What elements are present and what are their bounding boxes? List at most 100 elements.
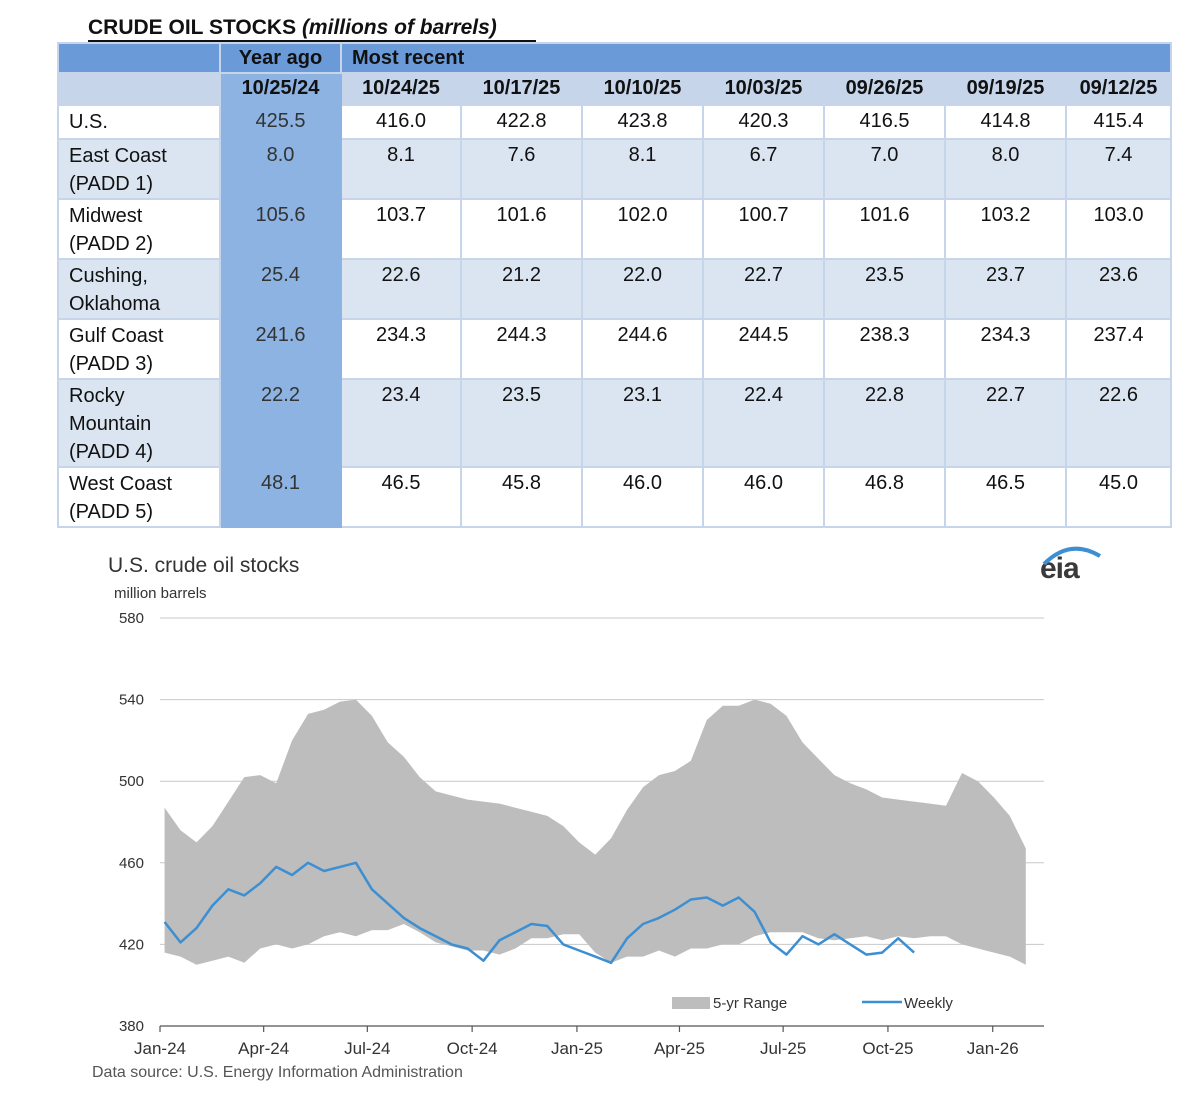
date-header-3: 10/10/25 xyxy=(581,72,704,106)
date-header-2: 10/17/25 xyxy=(460,72,583,106)
row-label: Midwest (PADD 2) xyxy=(57,198,221,260)
table-cell: 238.3 xyxy=(823,318,946,380)
table-cell: 7.6 xyxy=(460,138,583,200)
table-cell: 100.7 xyxy=(702,198,825,260)
table-cell: 103.7 xyxy=(340,198,462,260)
table-cell: 414.8 xyxy=(944,104,1067,140)
table-row: Gulf Coast (PADD 3) 241.6 234.3 244.3 244.6 2… xyxy=(57,318,1172,380)
row-label: U.S. xyxy=(57,104,221,140)
table-cell: 46.0 xyxy=(581,466,704,528)
table-cell: 244.6 xyxy=(581,318,704,380)
table-cell: 46.0 xyxy=(702,466,825,528)
y-tick-label: 460 xyxy=(119,855,144,872)
row-label: East Coast (PADD 1) xyxy=(57,138,221,200)
table-cell: 244.5 xyxy=(702,318,825,380)
table-row: Cushing, Oklahoma 25.4 22.6 21.2 22.0 22.7 23.… xyxy=(57,258,1172,320)
table-row: U.S. 425.5 416.0 422.8 423.8 420.3 416.5 414.8 4… xyxy=(57,104,1172,140)
table-cell: 23.5 xyxy=(823,258,946,320)
table-cell: 23.4 xyxy=(340,378,462,468)
chart-title: U.S. crude oil stocks xyxy=(108,554,300,577)
table-title-underline xyxy=(88,40,536,42)
date-header-0: 10/25/24 xyxy=(219,72,342,106)
x-tick-label: Jan-26 xyxy=(967,1039,1019,1058)
row-label: Gulf Coast (PADD 3) xyxy=(57,318,221,380)
legend-swatch-range xyxy=(672,997,710,1009)
table-row: Rocky Mountain (PADD 4) 22.2 23.4 23.5 23.1 2… xyxy=(57,378,1172,468)
table-cell: 8.1 xyxy=(581,138,704,200)
table-cell: 101.6 xyxy=(823,198,946,260)
five-year-range-area xyxy=(164,699,1026,965)
x-tick-label: Jul-25 xyxy=(760,1039,806,1058)
y-tick-label: 540 xyxy=(119,692,144,709)
table-cell: 237.4 xyxy=(1065,318,1172,380)
date-header-4: 10/03/25 xyxy=(702,72,825,106)
row-label: Cushing, Oklahoma xyxy=(57,258,221,320)
x-tick-label: Jul-24 xyxy=(344,1039,390,1058)
table-title: CRUDE OIL STOCKS (millions of barrels) xyxy=(88,16,497,40)
table-cell: 103.2 xyxy=(944,198,1067,260)
table-cell: 8.0 xyxy=(219,138,342,200)
table-cell: 22.4 xyxy=(702,378,825,468)
table-cell: 22.8 xyxy=(823,378,946,468)
chart-unit-label: million barrels xyxy=(114,585,207,602)
table-cell: 105.6 xyxy=(219,198,342,260)
year-ago-header: Year ago xyxy=(219,42,342,74)
table-cell: 48.1 xyxy=(219,466,342,528)
table-cell: 6.7 xyxy=(702,138,825,200)
table-cell: 420.3 xyxy=(702,104,825,140)
y-tick-label: 420 xyxy=(119,936,144,953)
date-header-5: 09/26/25 xyxy=(823,72,946,106)
eia-logo: eia xyxy=(1040,546,1102,586)
date-header-blank xyxy=(57,72,221,106)
table-cell: 8.1 xyxy=(340,138,462,200)
table-cell: 46.5 xyxy=(340,466,462,528)
group-header-blank xyxy=(57,42,221,74)
legend-label-weekly: Weekly xyxy=(904,995,953,1012)
weekly-stocks-line xyxy=(163,861,915,965)
data-source-note: Data source: U.S. Energy Information Adm… xyxy=(92,1064,463,1081)
table-cell: 46.5 xyxy=(944,466,1067,528)
chart-panel: U.S. crude oil stocks million barrels ei… xyxy=(0,540,1200,1102)
date-header-1: 10/24/25 xyxy=(340,72,462,106)
eia-logo-text: eia xyxy=(1040,552,1080,585)
x-tick-label: Oct-25 xyxy=(862,1039,913,1058)
group-header-row: Year ago Most recent xyxy=(57,42,1172,74)
table-row: East Coast (PADD 1) 8.0 8.1 7.6 8.1 6.7 7.0 8.0… xyxy=(57,138,1172,200)
table-cell: 103.0 xyxy=(1065,198,1172,260)
date-header-row: 10/25/24 10/24/25 10/17/25 10/10/25 10/03/25… xyxy=(57,72,1172,106)
table-cell: 22.2 xyxy=(219,378,342,468)
table-cell: 23.7 xyxy=(944,258,1067,320)
table-cell: 22.7 xyxy=(944,378,1067,468)
table-cell: 241.6 xyxy=(219,318,342,380)
table-cell: 8.0 xyxy=(944,138,1067,200)
date-header-6: 09/19/25 xyxy=(944,72,1067,106)
table-cell: 45.0 xyxy=(1065,466,1172,528)
table-cell: 416.0 xyxy=(340,104,462,140)
table-cell: 23.5 xyxy=(460,378,583,468)
most-recent-header: Most recent xyxy=(340,42,1172,74)
date-header-7: 09/12/25 xyxy=(1065,72,1172,106)
table-cell: 46.8 xyxy=(823,466,946,528)
y-tick-label: 380 xyxy=(119,1018,144,1035)
table-cell: 423.8 xyxy=(581,104,704,140)
table-cell: 244.3 xyxy=(460,318,583,380)
y-tick-label: 500 xyxy=(119,773,144,790)
table-cell: 425.5 xyxy=(219,104,342,140)
table-cell: 7.0 xyxy=(823,138,946,200)
crude-oil-stocks-table: Year ago Most recent 10/25/24 10/24/25 10/… xyxy=(57,42,1172,528)
x-tick-label: Oct-24 xyxy=(447,1039,498,1058)
x-tick-label: Apr-24 xyxy=(238,1039,289,1058)
table-cell: 234.3 xyxy=(944,318,1067,380)
table-row: Midwest (PADD 2) 105.6 103.7 101.6 102.0 100.… xyxy=(57,198,1172,260)
table-row: West Coast (PADD 5) 48.1 46.5 45.8 46.0 46.0 4… xyxy=(57,466,1172,528)
x-tick-label: Jan-24 xyxy=(134,1039,186,1058)
table-cell: 22.7 xyxy=(702,258,825,320)
row-label: West Coast (PADD 5) xyxy=(57,466,221,528)
x-tick-label: Apr-25 xyxy=(654,1039,705,1058)
table-cell: 101.6 xyxy=(460,198,583,260)
table-cell: 22.0 xyxy=(581,258,704,320)
table-cell: 416.5 xyxy=(823,104,946,140)
table-title-unit: (millions of barrels) xyxy=(301,16,497,39)
table-cell: 21.2 xyxy=(460,258,583,320)
eia-swoosh-icon xyxy=(1042,546,1102,566)
